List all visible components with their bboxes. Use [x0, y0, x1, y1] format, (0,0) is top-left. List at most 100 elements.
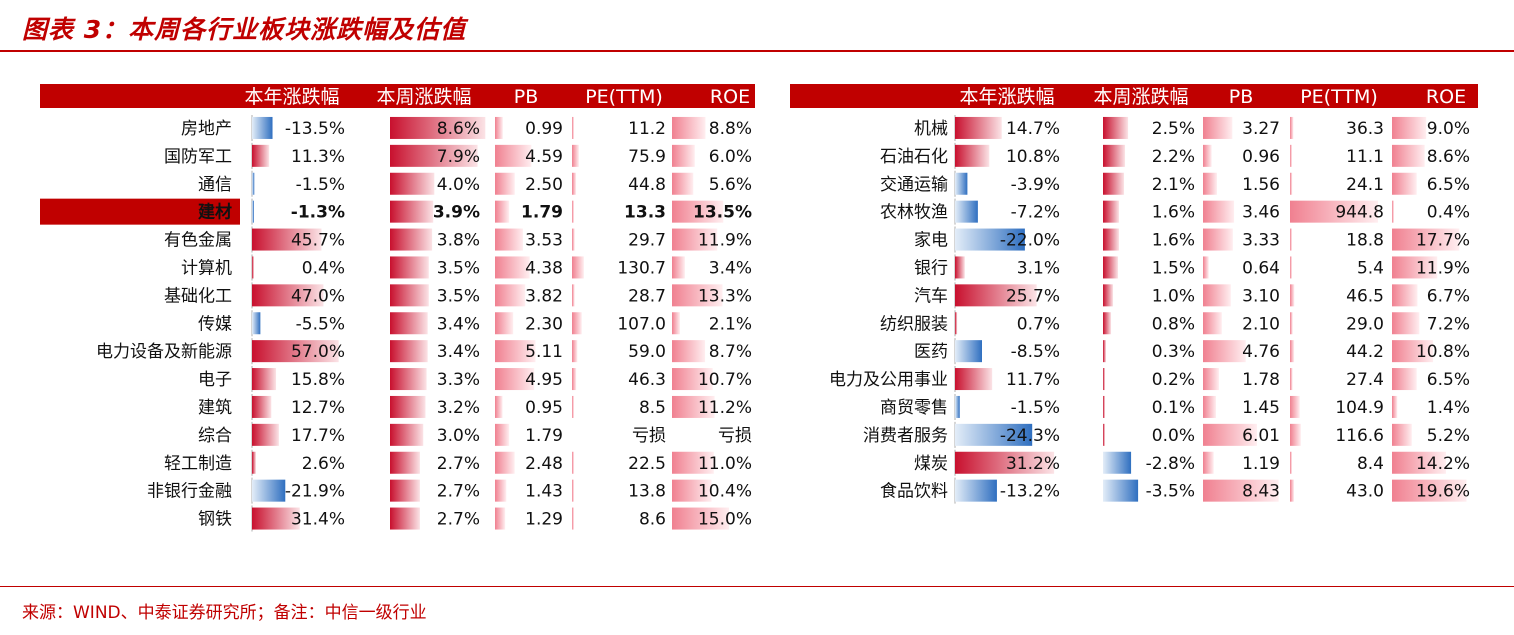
value-label: 2.1% [1152, 175, 1195, 195]
value-bar [1203, 368, 1219, 391]
value-bar [572, 172, 577, 195]
value-label: 7.9% [437, 147, 480, 167]
value-label: 2.50 [525, 175, 563, 195]
row-label: 医药 [914, 342, 948, 362]
value-label: 0.4% [1427, 203, 1470, 223]
value-bar [1392, 284, 1418, 307]
value-bar [252, 507, 300, 530]
column-header: 本周涨跌幅 [1093, 86, 1188, 108]
value-bar [955, 423, 1033, 446]
value-bar [955, 395, 960, 418]
value-label: 7.2% [1427, 314, 1470, 334]
value-bar [572, 451, 575, 474]
value-label: 11.2 [628, 119, 666, 139]
value-bar [572, 144, 579, 167]
value-bar [1392, 479, 1467, 502]
value-bar [495, 172, 515, 195]
value-label: 9.0% [1427, 119, 1470, 139]
value-bar [495, 479, 507, 502]
value-label: 17.7% [291, 426, 345, 446]
value-label: 8.6% [437, 119, 480, 139]
value-bar [495, 368, 535, 391]
value-bar [495, 507, 506, 530]
value-bar [572, 284, 575, 307]
value-bar [672, 507, 729, 530]
row-label: 通信 [198, 175, 232, 195]
value-bar [1392, 451, 1446, 474]
value-bar [1103, 116, 1129, 139]
value-label: 11.9% [1416, 258, 1470, 278]
value-label: 0.1% [1152, 398, 1195, 418]
value-bar [1203, 284, 1231, 307]
value-bar [390, 451, 420, 474]
value-label: 1.79 [525, 426, 563, 446]
row-label: 建筑 [198, 398, 232, 418]
left-table: 本年涨跌幅 本周涨跌幅 PB PE(TTM) ROE 房地产 -13.5% 8.6% 0.99 1… [40, 84, 755, 532]
value-label: 6.7% [1427, 286, 1470, 306]
value-bar [1203, 312, 1222, 335]
value-label: 4.95 [525, 370, 563, 390]
value-label: 11.2% [698, 398, 752, 418]
value-label: 43.0 [1346, 482, 1384, 502]
value-label: -7.2% [1011, 203, 1060, 223]
value-label: 8.8% [709, 119, 752, 139]
value-bar [390, 144, 478, 167]
value-label: 46.5 [1346, 286, 1384, 306]
value-label: 3.82 [525, 286, 563, 306]
value-label: 29.7 [628, 231, 666, 251]
value-label: 31.4% [291, 510, 345, 530]
value-label: -22.0% [1000, 231, 1060, 251]
value-bar [955, 144, 990, 167]
value-bar [572, 507, 574, 530]
value-bar [672, 451, 714, 474]
column-header: 本周涨跌幅 [376, 86, 471, 108]
value-label: 8.6 [639, 510, 666, 530]
value-label: 36.3 [1346, 119, 1384, 139]
value-bar [1392, 340, 1434, 363]
value-bar [252, 116, 273, 139]
column-header: 本年涨跌幅 [244, 86, 339, 108]
value-label: 17.7% [1416, 231, 1470, 251]
value-label: 0.0% [1152, 426, 1195, 446]
value-label: 3.5% [437, 286, 480, 306]
value-bar [1203, 116, 1233, 139]
row-label: 非银行金融 [147, 482, 232, 502]
value-bar [572, 340, 578, 363]
value-label: 59.0 [628, 342, 666, 362]
value-bar [495, 312, 514, 335]
value-label: 116.6 [1335, 426, 1384, 446]
value-bar [252, 284, 324, 307]
industry-table-chart: 本年涨跌幅 本周涨跌幅 PB PE(TTM) ROE 房地产 -13.5% 8.6% 0.99 1… [40, 84, 1478, 532]
row-label: 基础化工 [164, 286, 232, 306]
value-label: 5.2% [1427, 426, 1470, 446]
value-bar [1290, 284, 1295, 307]
row-label: 传媒 [198, 314, 232, 334]
value-label: -2.8% [1146, 454, 1195, 474]
value-bar [572, 479, 574, 502]
row-label: 房地产 [181, 119, 232, 139]
value-label: 18.8 [1346, 231, 1384, 251]
value-label: 15.0% [698, 510, 752, 530]
row-label: 国防军工 [164, 147, 232, 167]
bottom-rule [0, 586, 1514, 587]
value-bar [1203, 451, 1214, 474]
value-label: 6.01 [1242, 426, 1280, 446]
row-label: 电子 [198, 370, 232, 390]
value-bar [1392, 172, 1417, 195]
value-bar [495, 256, 530, 279]
value-bar [672, 479, 712, 502]
value-label: 1.6% [1152, 231, 1195, 251]
value-bar [495, 200, 510, 223]
value-bar [252, 312, 261, 335]
value-label: 3.46 [1242, 203, 1280, 223]
value-label: 46.3 [628, 370, 666, 390]
value-bar [390, 172, 435, 195]
value-label: 6.5% [1427, 175, 1470, 195]
value-bar [1103, 256, 1119, 279]
value-bar [572, 368, 577, 391]
value-label: 0.8% [1152, 314, 1195, 334]
value-bar [672, 200, 724, 223]
value-label: 0.99 [525, 119, 563, 139]
header-bar [40, 84, 755, 108]
value-bar [955, 368, 993, 391]
